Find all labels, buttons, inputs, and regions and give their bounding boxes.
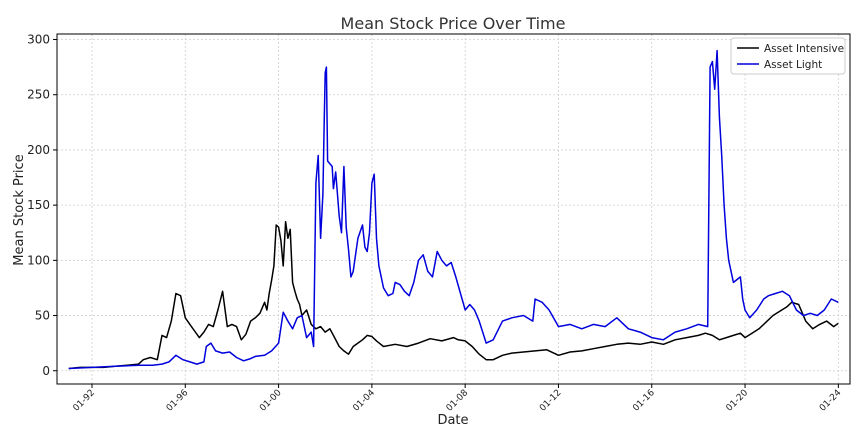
y-tick-label: 0: [42, 364, 50, 378]
x-tick-label: 01-12: [538, 388, 564, 414]
legend-label-asset-light: Asset Light: [764, 59, 822, 71]
x-tick-label: 01-96: [165, 388, 191, 414]
x-tick-label: 01-16: [631, 388, 657, 414]
x-tick-label: 01-04: [351, 388, 377, 414]
y-tick-label: 200: [27, 143, 50, 157]
y-tick-label: 150: [27, 198, 50, 212]
plot-frame: [56, 33, 851, 385]
x-axis-ticks: 01-92 01-96 01-00 01-04 01-08 01-12 01-16 01-20…: [72, 384, 844, 414]
x-tick-label: 01-00: [258, 388, 284, 414]
series-line-asset-intensive: [68, 220, 839, 370]
y-tick-label: 50: [35, 309, 50, 323]
series-lines: [68, 49, 839, 370]
grid: [57, 34, 850, 384]
legend-label-asset-intensive: Asset Intensive: [764, 43, 844, 55]
chart-title: Mean Stock Price Over Time: [341, 14, 566, 33]
x-tick-label: 01-08: [445, 388, 471, 414]
y-axis-title: Mean Stock Price: [12, 154, 27, 265]
x-tick-label: 01-92: [72, 388, 98, 414]
x-tick-label: 01-20: [725, 388, 751, 414]
y-axis-ticks: 0 50 100 150 200 250 300: [27, 33, 57, 378]
y-tick-label: 100: [27, 253, 50, 267]
x-axis-title: Date: [437, 413, 468, 428]
y-tick-label: 250: [27, 88, 50, 102]
series-line-asset-light: [68, 49, 839, 370]
legend: Asset Intensive Asset Light: [730, 37, 846, 75]
y-tick-label: 300: [27, 33, 50, 47]
x-tick-label: 01-24: [818, 388, 844, 414]
legend-box: [730, 37, 846, 75]
